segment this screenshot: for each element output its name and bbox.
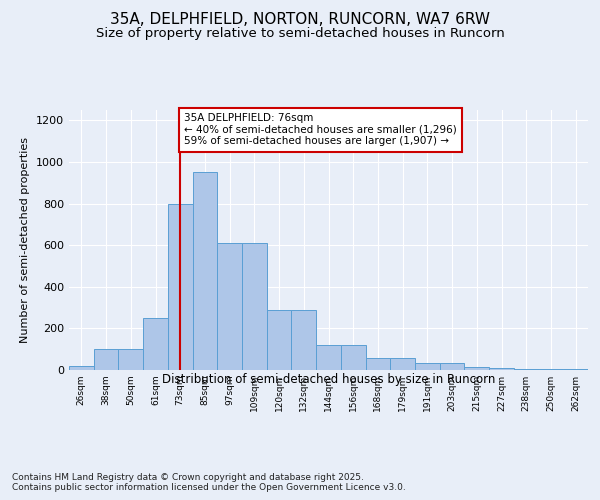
Bar xyxy=(415,362,440,370)
Bar xyxy=(440,362,464,370)
Y-axis label: Number of semi-detached properties: Number of semi-detached properties xyxy=(20,137,31,343)
Bar xyxy=(118,349,143,370)
Bar xyxy=(94,349,118,370)
Bar xyxy=(292,310,316,370)
Bar xyxy=(69,366,94,370)
Bar xyxy=(514,369,539,370)
Bar xyxy=(193,172,217,370)
Text: Size of property relative to semi-detached houses in Runcorn: Size of property relative to semi-detach… xyxy=(95,28,505,40)
Text: Contains HM Land Registry data © Crown copyright and database right 2025.
Contai: Contains HM Land Registry data © Crown c… xyxy=(12,472,406,492)
Bar xyxy=(168,204,193,370)
Text: 35A, DELPHFIELD, NORTON, RUNCORN, WA7 6RW: 35A, DELPHFIELD, NORTON, RUNCORN, WA7 6R… xyxy=(110,12,490,28)
Bar xyxy=(143,318,168,370)
Bar xyxy=(341,345,365,370)
Text: Distribution of semi-detached houses by size in Runcorn: Distribution of semi-detached houses by … xyxy=(162,372,496,386)
Bar xyxy=(217,243,242,370)
Bar xyxy=(242,243,267,370)
Bar xyxy=(464,367,489,370)
Bar xyxy=(390,358,415,370)
Bar xyxy=(316,345,341,370)
Bar xyxy=(489,368,514,370)
Bar xyxy=(267,310,292,370)
Bar xyxy=(365,358,390,370)
Text: 35A DELPHFIELD: 76sqm
← 40% of semi-detached houses are smaller (1,296)
59% of s: 35A DELPHFIELD: 76sqm ← 40% of semi-deta… xyxy=(184,113,457,146)
